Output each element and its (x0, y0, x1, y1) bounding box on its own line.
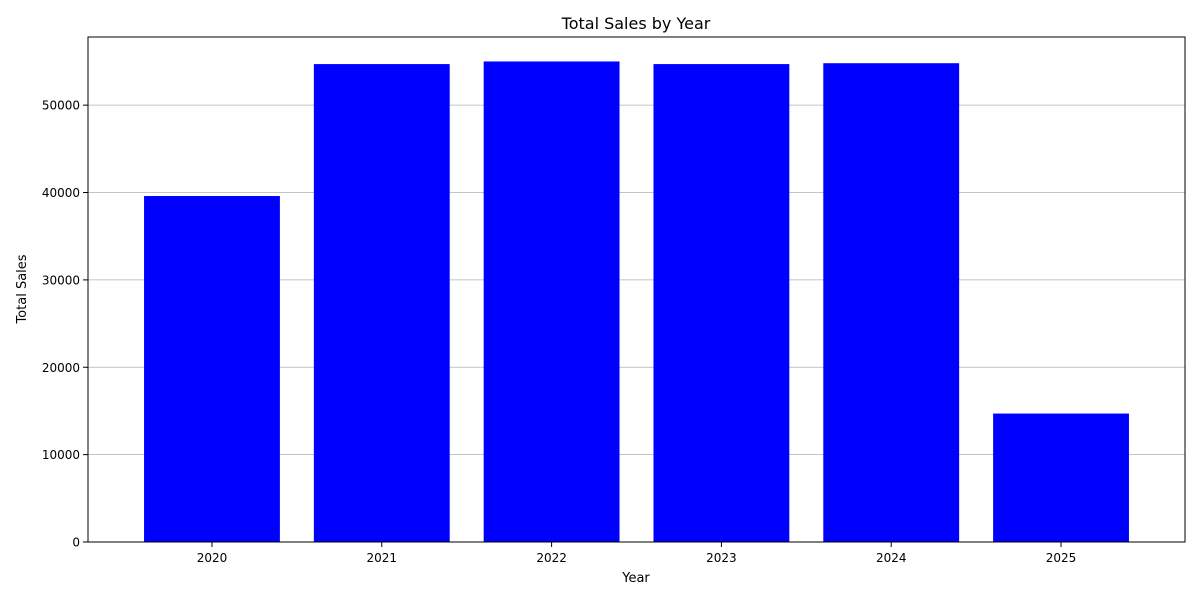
bar-2022 (483, 61, 620, 542)
y-tick-label: 0 (72, 536, 80, 550)
chart-title: Total Sales by Year (561, 14, 711, 33)
bar-2021 (313, 64, 450, 542)
plot-frame (87, 36, 1186, 543)
tick-labels: 0 10000 20000 30000 40000 50000 2020 2021 2022 20… (42, 99, 1076, 565)
y-tick-label: 20000 (42, 361, 80, 375)
bars (144, 61, 1129, 543)
bar-2025 (993, 413, 1129, 542)
x-tick-label: 2020 (197, 551, 228, 565)
axes (83, 36, 1186, 547)
bar-2020 (144, 196, 280, 542)
x-axis-label: Year (621, 571, 650, 586)
y-tick-label: 30000 (42, 273, 80, 287)
x-tick-label: 2022 (536, 551, 567, 565)
x-tick-label: 2025 (1046, 551, 1077, 565)
x-tick-label: 2024 (876, 551, 907, 565)
y-tick-label: 40000 (42, 186, 80, 200)
y-tick-label: 50000 (42, 99, 80, 113)
x-tick-label: 2023 (706, 551, 737, 565)
x-tick-label: 2021 (367, 551, 398, 565)
bar-2024 (823, 63, 960, 543)
y-tick-label: 10000 (42, 448, 80, 462)
y-axis-label: Total Sales (15, 254, 30, 324)
bar-2023 (653, 64, 790, 542)
